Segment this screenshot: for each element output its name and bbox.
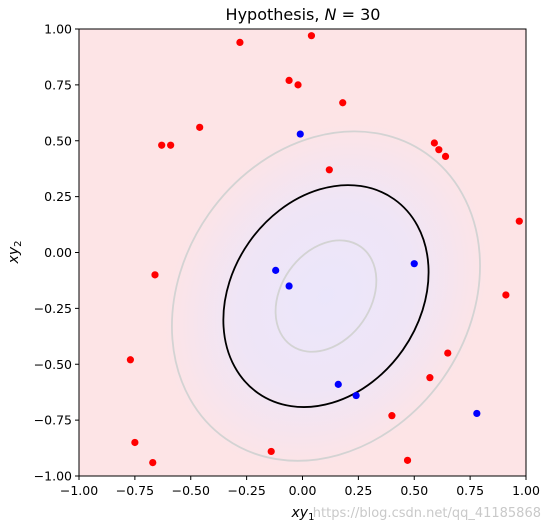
x-tick-label-3: −0.25 (227, 483, 265, 498)
chart-title: Hypothesis, N = 30 (226, 5, 381, 24)
x-tick-label-7: 0.75 (456, 483, 484, 498)
y-tick-label-1: −0.75 (34, 413, 72, 428)
y-tick-label-5: 0.25 (44, 189, 72, 204)
positive-point-2 (285, 76, 293, 85)
positive-point-13 (151, 271, 159, 279)
y-tick-label-7: 0.75 (44, 77, 72, 92)
y-tick-label-0: −1.00 (34, 469, 72, 484)
y-tick-label-8: 1.00 (44, 22, 72, 37)
y-tick-label-2: −0.50 (34, 357, 72, 372)
negative-point-1 (272, 266, 280, 274)
x-tick-label-6: 0.50 (400, 483, 428, 498)
positive-point-20 (267, 447, 275, 456)
positive-point-11 (325, 166, 333, 174)
y-axis-ticks: −1.00 −0.75 −0.50 −0.25 0.00 0.25 0.50 0.75 1.00 (34, 22, 79, 484)
negative-point-0 (296, 130, 304, 138)
x-tick-label-4: 0.00 (289, 483, 317, 498)
positive-point-1 (307, 32, 316, 40)
watermark: https://blog.csdn.net/qq_41185868 (313, 506, 541, 521)
contour-lines (171, 130, 481, 462)
positive-point-10 (441, 152, 450, 160)
x-tick-label-1: −0.75 (116, 483, 154, 498)
positive-point-6 (158, 141, 166, 149)
contour-line-0 (274, 239, 378, 353)
decision-boundary (222, 184, 430, 408)
positive-point-15 (126, 356, 135, 364)
negative-point-3 (410, 260, 418, 268)
y-axis-label: xy2 (6, 241, 24, 265)
x-axis-label: xy1 (291, 505, 315, 523)
positive-point-0 (236, 38, 244, 47)
positive-point-22 (403, 456, 412, 464)
positive-point-8 (430, 139, 438, 147)
positive-point-4 (339, 99, 347, 107)
negative-point-6 (473, 409, 481, 418)
positive-point-7 (167, 141, 175, 149)
data-points (126, 32, 523, 467)
x-tick-label-2: −0.50 (172, 483, 210, 498)
positive-point-3 (294, 81, 302, 89)
positive-point-9 (435, 146, 443, 154)
negative-point-5 (352, 391, 360, 400)
y-tick-label-6: 0.50 (44, 133, 72, 148)
positive-point-19 (131, 438, 139, 447)
x-tick-label-5: 0.25 (344, 483, 372, 498)
positive-point-12 (515, 217, 523, 225)
contour-line-1 (171, 130, 481, 462)
x-tick-label-8: 1.00 (512, 483, 540, 498)
positive-point-18 (388, 412, 396, 420)
positive-point-16 (444, 349, 452, 357)
x-tick-label-0: −1.00 (60, 483, 98, 498)
x-axis-ticks: −1.00 −0.75 −0.50 −0.25 0.00 0.25 0.50 0.75 1.00 (60, 476, 540, 498)
y-tick-label-3: −0.25 (34, 301, 72, 316)
negative-point-4 (334, 380, 342, 388)
positive-point-21 (149, 458, 157, 467)
positive-point-14 (502, 291, 510, 299)
positive-point-5 (196, 123, 204, 131)
y-tick-label-4: 0.00 (44, 245, 72, 260)
negative-point-2 (285, 282, 293, 290)
positive-point-17 (426, 374, 434, 382)
